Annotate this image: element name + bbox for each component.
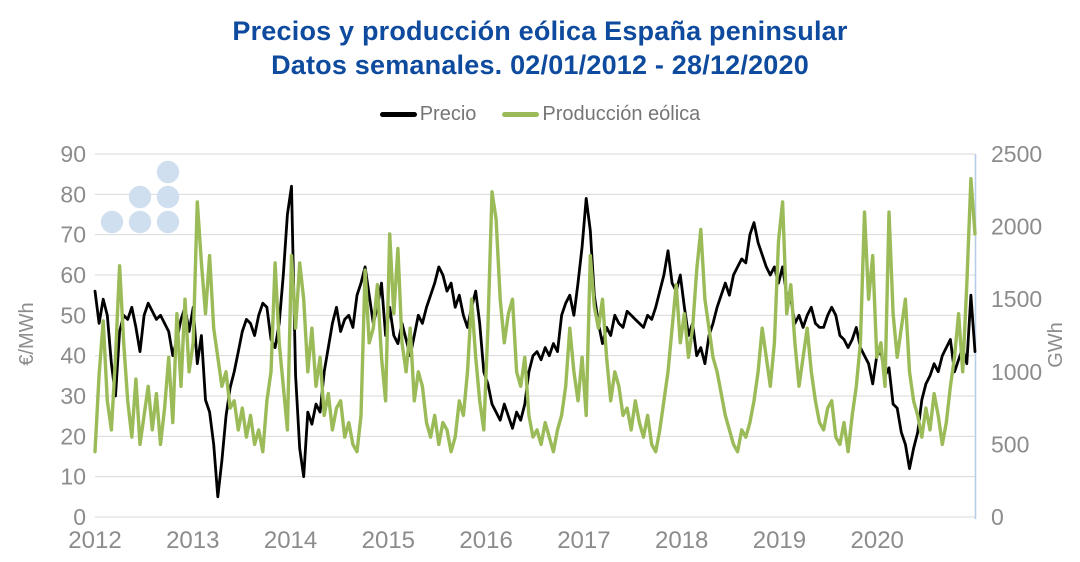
y-axis-title-left: €/MWh [16, 302, 38, 366]
y-left-tick-label: 0 [73, 504, 86, 530]
y-left-tick-label: 60 [60, 262, 86, 288]
y-left-tick-label: 40 [60, 343, 86, 369]
chart-title-line2: Datos semanales. 02/01/2012 - 28/12/2020 [271, 50, 809, 80]
y-right-tick-label: 1000 [991, 359, 1042, 385]
price-line [93, 184, 977, 499]
x-axis-tick-label: 2020 [851, 527, 904, 554]
wind-production-line [93, 176, 977, 454]
legend-item-precio[interactable]: Precio [379, 102, 477, 126]
y-left-tick-label: 80 [60, 181, 86, 207]
legend: Precio Producción eólica [0, 101, 1080, 127]
y-axis-title-right: GWh [1045, 322, 1067, 368]
y-right-tick-label: 2000 [991, 214, 1042, 240]
dots-logo-dot [156, 160, 180, 184]
y-left-tick-label: 50 [60, 302, 86, 328]
x-axis-tick-label: 2018 [655, 527, 708, 554]
x-axis-tick-label: 2015 [362, 527, 415, 554]
y-left-tick-label: 70 [60, 222, 86, 248]
dots-logo-dot [128, 210, 152, 234]
y-right-tick-label: 500 [991, 431, 1029, 457]
y-right-tick-label: 1500 [991, 286, 1042, 312]
x-axis-tick-label: 2013 [166, 527, 219, 554]
y-left-tick-label: 90 [60, 141, 86, 167]
precio-line-swatch [379, 111, 417, 117]
dots-logo-dot [128, 185, 152, 209]
y-left-tick-label: 10 [60, 464, 86, 490]
produccion-eolica-line-swatch [502, 111, 540, 117]
legend-label-precio: Precio [419, 102, 477, 125]
dots-logo-dot [156, 210, 180, 234]
y-left-tick-label: 20 [60, 423, 86, 449]
x-axis-tick-label: 2017 [557, 527, 610, 554]
x-axis-tick-label: 2016 [459, 527, 512, 554]
x-axis-tick-label: 2019 [753, 527, 806, 554]
y-right-tick-label: 0 [991, 504, 1004, 530]
dots-logo-dot [156, 185, 180, 209]
legend-item-produccion-eolica[interactable]: Producción eólica [502, 103, 700, 126]
legend-label-produccion-eolica: Producción eólica [542, 102, 701, 125]
chart-title: Precios y producción eólica España penin… [0, 14, 1080, 82]
y-right-tick-label: 2500 [991, 141, 1042, 167]
chart-title-line1: Precios y producción eólica España penin… [232, 16, 848, 46]
x-axis-tick-label: 2012 [68, 527, 121, 554]
x-axis-tick-label: 2014 [264, 527, 317, 554]
dots-logo-dot [100, 210, 124, 234]
y-left-tick-label: 30 [60, 383, 86, 409]
